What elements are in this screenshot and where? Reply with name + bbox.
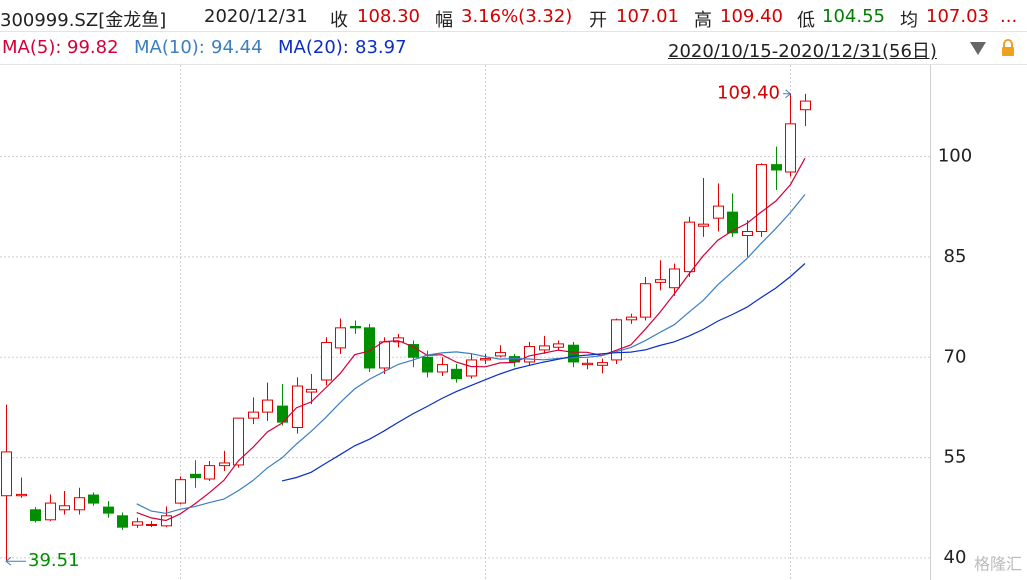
candle-body [480, 358, 491, 361]
candle-body [393, 337, 404, 343]
quote-field: 109.40 [720, 6, 783, 27]
candle-body [379, 341, 390, 369]
candle-body [45, 502, 56, 521]
quote-field: 107.03 [926, 6, 989, 27]
ma-legend-name: MA(20): [278, 37, 349, 58]
candle-body [233, 417, 244, 466]
candle-body [306, 388, 317, 393]
candle-body [16, 493, 27, 497]
quote-field: 开 [589, 10, 607, 31]
annotation-label: 109.40 [717, 83, 780, 104]
candle-body [626, 316, 637, 321]
candle-body [146, 523, 157, 526]
candle-body [495, 352, 506, 357]
candle-body [684, 221, 695, 273]
ma-legend-value: 83.97 [355, 37, 407, 58]
candle-body [103, 506, 114, 514]
candle-body [350, 326, 361, 329]
ma-legend-value: 94.44 [211, 37, 263, 58]
candle-body [437, 364, 448, 373]
candle-body [74, 497, 85, 511]
candle-body [553, 343, 564, 348]
date-range: 2020/10/15-2020/12/31(56日) [668, 41, 937, 62]
quote-field: 幅 [435, 10, 453, 31]
candle-body [655, 279, 666, 283]
candle-body [756, 164, 767, 233]
candle-body [190, 473, 201, 479]
candle-body [335, 327, 346, 349]
annotation-arrow [785, 89, 792, 99]
candle-body [277, 405, 288, 423]
candle-body [132, 521, 143, 526]
y-tick-label: 100 [938, 146, 972, 167]
ma-line [136, 157, 806, 522]
candle-body [175, 479, 186, 504]
candle-body [582, 362, 593, 366]
quote-field: 高 [694, 10, 712, 31]
quote-field: 3.16%(3.32) [461, 6, 573, 27]
candle-body [800, 100, 811, 111]
candle-body [771, 164, 782, 171]
y-tick-label: 55 [944, 447, 967, 468]
ma-line [281, 263, 806, 482]
candle-body [117, 515, 128, 528]
indicator-row: MA(5): 99.82 MA(10): 94.44 MA(20): 83.97 2020/… [0, 33, 1027, 63]
candle-body [568, 344, 579, 363]
candle-body [698, 223, 709, 227]
lock-icon [1003, 39, 1013, 47]
quote-field: 2020/12/31 [204, 6, 308, 27]
candle-body [466, 359, 477, 377]
candle-body [262, 399, 273, 413]
y-tick-label: 85 [944, 246, 967, 267]
ma-legend-value: 99.82 [67, 37, 119, 58]
candle-body [451, 368, 462, 380]
candle-body [742, 231, 753, 237]
candle-body [204, 465, 215, 480]
dropdown-icon [970, 42, 986, 55]
quote-field: 300999.SZ[金龙鱼] [0, 10, 167, 31]
quote-field: 104.55 [822, 6, 885, 27]
candle-body [408, 344, 419, 358]
candle-body [597, 362, 608, 366]
annotation-arrow [5, 556, 12, 566]
watermark: 格隆汇 [974, 555, 1022, 574]
quote-field: 低 [797, 10, 815, 31]
ma-legend-name: MA(10): [134, 37, 205, 58]
candle-body [88, 494, 99, 504]
candle-body [785, 123, 796, 173]
y-tick-label: 40 [944, 547, 967, 568]
candle-body [219, 462, 230, 467]
candle-body [422, 356, 433, 373]
quote-field: 107.01 [616, 6, 679, 27]
candle-body [30, 509, 41, 521]
ma-legend-name: MA(5): [2, 37, 62, 58]
quote-field: 均 [900, 10, 918, 31]
candle-body [640, 283, 651, 318]
quote-field: 收 [330, 10, 348, 31]
candle-body [248, 411, 259, 419]
quote-header: 300999.SZ[金龙鱼] 2020/12/31 收 108.30 幅 3.16%(3.… [0, 2, 1027, 32]
candle-body [59, 505, 70, 511]
candle-body [669, 268, 680, 289]
candle-body [539, 345, 550, 351]
quote-field: ... [1000, 6, 1018, 27]
annotation-label: 39.51 [28, 550, 80, 571]
candle-body [713, 205, 724, 219]
quote-field: 108.30 [357, 6, 420, 27]
ma-line [136, 194, 806, 514]
candle-body [611, 319, 622, 361]
candle-body [321, 342, 332, 381]
candle-body [1, 451, 12, 497]
y-tick-label: 70 [944, 346, 967, 367]
lock-icon [1002, 47, 1014, 56]
candle-body [727, 211, 738, 234]
